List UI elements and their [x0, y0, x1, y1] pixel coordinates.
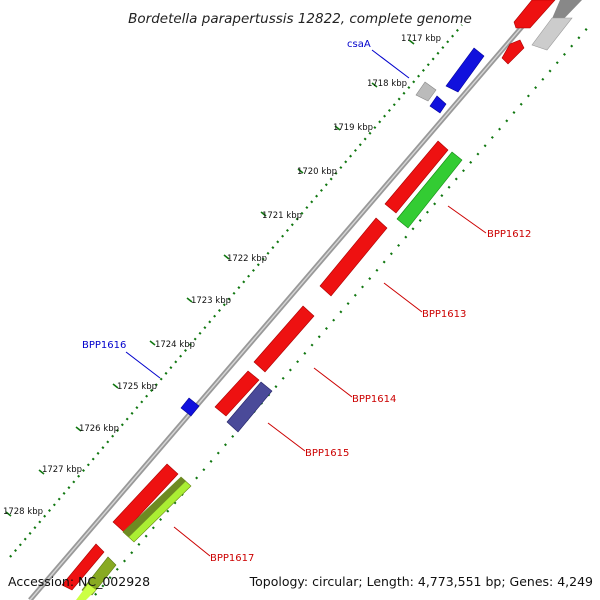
gene-feature-csaA[interactable] — [445, 47, 485, 93]
tick-label-1717: 1717 kbp — [401, 34, 441, 44]
summary-text: Topology: circular; Length: 4,773,551 bp… — [249, 574, 593, 589]
gene-label-BPP1613[interactable]: BPP1613 — [422, 309, 466, 320]
gene-feature-BPP1615[interactable] — [226, 381, 273, 433]
gene-feature-BPP1614[interactable] — [253, 305, 315, 373]
gene-label-csaA[interactable]: csaA — [347, 39, 371, 50]
tick-label-1726: 1726 kbp — [79, 424, 119, 434]
tick-label-1723: 1723 kbp — [191, 296, 231, 306]
tick-label-1722: 1722 kbp — [227, 254, 267, 264]
gene-label-BPP1617[interactable]: BPP1617 — [210, 553, 254, 564]
gene-feature-BPP1612-red[interactable] — [384, 140, 449, 214]
gene-feature-gray-small[interactable] — [415, 81, 437, 102]
axis-ticks — [5, 39, 415, 517]
tick-label-1720: 1720 kbp — [297, 167, 337, 177]
tick-labels: 1717 kbp 1718 kbp 1719 kbp 1720 kbp 1721… — [3, 34, 441, 517]
tick-label-1724: 1724 kbp — [155, 340, 195, 350]
gene-label-BPP1614[interactable]: BPP1614 — [352, 394, 396, 405]
gene-feature-top-red-1[interactable] — [513, 0, 556, 29]
gene-label-BPP1615[interactable]: BPP1615 — [305, 448, 349, 459]
gene-feature-bottom-olive[interactable] — [81, 556, 117, 596]
tick-label-1728: 1728 kbp — [3, 507, 43, 517]
tick-label-1718: 1718 kbp — [367, 79, 407, 89]
gene-feature-BPP1613[interactable] — [319, 217, 388, 297]
gene-feature-BPP1616[interactable] — [180, 397, 200, 417]
gene-label-BPP1612[interactable]: BPP1612 — [487, 229, 531, 240]
gene-label-BPP1616[interactable]: BPP1616 — [82, 340, 126, 351]
tick-label-1721: 1721 kbp — [262, 211, 302, 221]
genome-backbone-highlight — [29, 0, 546, 600]
gene-feature-top-gray-2[interactable] — [531, 17, 573, 51]
tick-label-1725: 1725 kbp — [117, 382, 157, 392]
tick-label-1719: 1719 kbp — [333, 123, 373, 133]
gene-feature-bottom-yellowgreen[interactable] — [76, 584, 96, 600]
tick-label-1727: 1727 kbp — [42, 465, 82, 475]
map-title: Bordetella parapertussis 12822, complete… — [128, 11, 472, 27]
inner-dashed-track — [94, 24, 591, 596]
gene-feature-BPP1617-olive[interactable] — [123, 477, 186, 537]
accession-text: Accession: NC_002928 — [8, 574, 150, 589]
leader-lines — [125, 49, 487, 557]
gene-feature-top-red-2[interactable] — [501, 39, 525, 65]
gene-feature-blue-small[interactable] — [429, 95, 447, 114]
gene-feature-red-1614b[interactable] — [214, 370, 260, 417]
gene-feature-BPP1612[interactable] — [396, 151, 463, 229]
gene-feature-bottom-red[interactable] — [61, 543, 105, 591]
